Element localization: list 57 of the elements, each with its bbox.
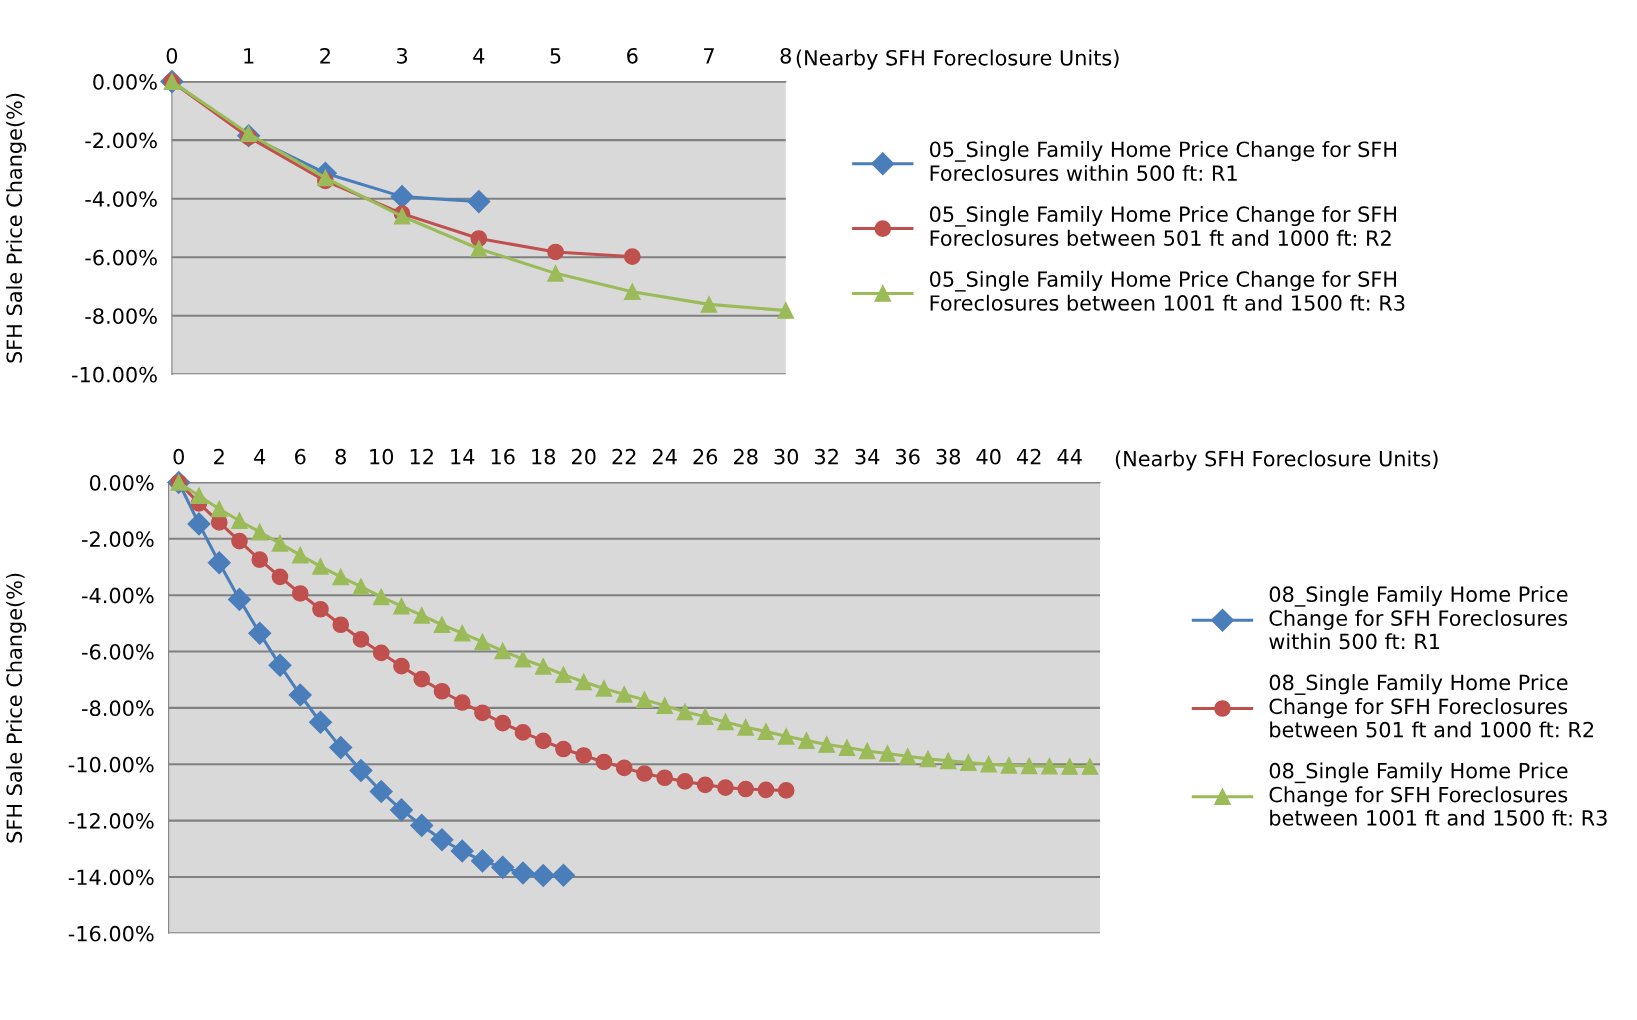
y-tick-label: -12.00% bbox=[68, 813, 154, 829]
x-tick-label: 34 bbox=[855, 448, 880, 465]
x-tick-label: 6 bbox=[295, 448, 306, 465]
x-tick-label: 0 bbox=[166, 47, 178, 64]
x-tick-label: 30 bbox=[774, 448, 799, 465]
legend-label: 08_Single Family Home Price Change for SFH Foreclosures between 1001 ft and 1500 ft: R3 bbox=[1269, 762, 1607, 826]
legend-label: 05_Single Family Home Price Change for SFH Foreclosures within 500 ft: R1 bbox=[929, 141, 1396, 182]
x-tick-label: 4 bbox=[473, 48, 485, 64]
x-tick-label: 44 bbox=[1057, 449, 1082, 465]
x-tick-label: 40 bbox=[976, 448, 1001, 465]
y-tick-label: -4.00% bbox=[82, 587, 154, 604]
y-tick-label: -2.00% bbox=[82, 531, 154, 548]
y-axis-title: SFH Sale Price Change(%) bbox=[6, 93, 27, 363]
x-tick-label: 32 bbox=[815, 448, 838, 465]
x-tick-label: 24 bbox=[652, 448, 677, 465]
y-tick-label: -8.00% bbox=[85, 308, 157, 324]
x-tick-label: 20 bbox=[571, 448, 596, 465]
x-tick-label: 1 bbox=[244, 48, 254, 64]
y-axis-title: SFH Sale Price Change(%) bbox=[6, 573, 27, 843]
x-tick-label: 22 bbox=[612, 448, 636, 465]
x-tick-label: 5 bbox=[550, 48, 561, 64]
x-tick-label: 14 bbox=[451, 449, 475, 465]
y-tick-label: -16.00% bbox=[68, 925, 154, 942]
legend-label: 08_Single Family Home Price Change for SFH Foreclosures within 500 ft: R1 bbox=[1269, 585, 1568, 650]
y-tick-label: -10.00% bbox=[72, 366, 157, 383]
y-tick-label: -2.00% bbox=[85, 132, 157, 149]
x-tick-label: 26 bbox=[693, 448, 718, 465]
legend-label: 08_Single Family Home Price Change for SFH Foreclosures between 501 ft and 1000 ft: R2 bbox=[1269, 674, 1594, 738]
y-tick-label: 0.00% bbox=[89, 474, 154, 491]
x-axis-title: (Nearby SFH Foreclosure Units) bbox=[796, 49, 1119, 70]
x-tick-label: 18 bbox=[532, 448, 556, 465]
legend-label: 05_Single Family Home Price Change for SFH Foreclosures between 501 ft and 1000 ft: R2 bbox=[929, 205, 1396, 246]
x-tick-label: 0 bbox=[173, 448, 184, 465]
x-tick-label: 42 bbox=[1016, 448, 1041, 465]
x-tick-label: 2 bbox=[320, 47, 330, 64]
y-tick-label: 0.00% bbox=[93, 74, 157, 90]
y-tick-label: -8.00% bbox=[82, 700, 154, 717]
x-tick-label: 3 bbox=[397, 47, 408, 64]
x-tick-label: 6 bbox=[627, 47, 638, 64]
x-tick-label: 7 bbox=[704, 48, 714, 64]
y-tick-label: -10.00% bbox=[68, 756, 154, 773]
x-tick-label: 38 bbox=[936, 448, 961, 465]
y-tick-label: -14.00% bbox=[68, 869, 154, 886]
x-tick-label: 36 bbox=[896, 448, 920, 465]
y-tick-label: -6.00% bbox=[85, 249, 157, 266]
x-tick-label: 16 bbox=[491, 448, 515, 465]
x-tick-label: 8 bbox=[780, 47, 791, 64]
legend-label: 05_Single Family Home Price Change for SFH Foreclosures between 1001 ft and 1500 ft: R3 bbox=[929, 270, 1405, 311]
y-tick-label: -4.00% bbox=[85, 191, 157, 207]
x-tick-label: 8 bbox=[335, 448, 346, 465]
x-axis-title: (Nearby SFH Foreclosure Units) bbox=[1115, 450, 1438, 471]
y-tick-label: -6.00% bbox=[82, 643, 154, 660]
x-tick-label: 4 bbox=[254, 449, 266, 465]
x-tick-label: 2 bbox=[214, 448, 224, 465]
x-tick-label: 28 bbox=[733, 448, 758, 465]
x-tick-label: 12 bbox=[410, 448, 433, 465]
x-tick-label: 10 bbox=[370, 448, 394, 465]
